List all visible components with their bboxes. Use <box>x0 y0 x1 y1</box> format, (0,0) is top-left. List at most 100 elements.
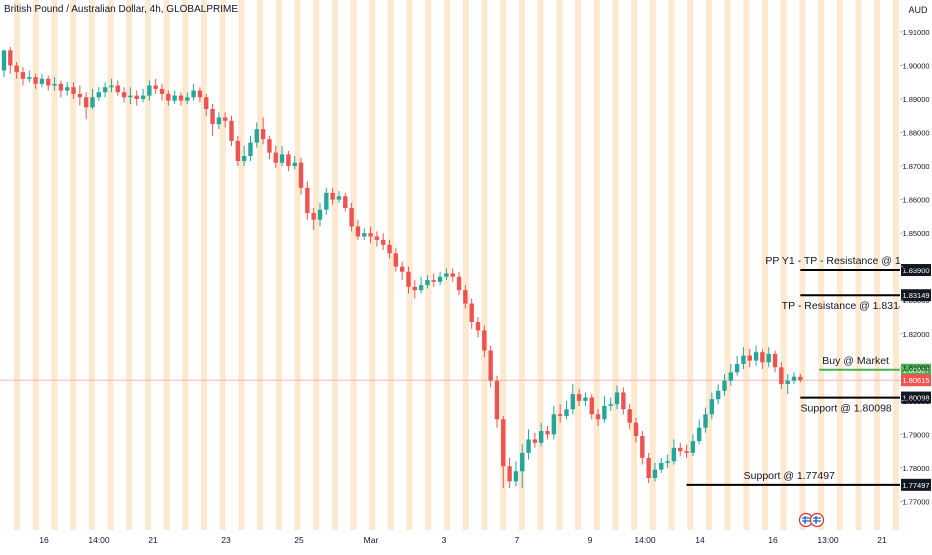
candle-64 <box>406 266 411 294</box>
session-band-19 <box>369 0 376 530</box>
candle-51 <box>324 187 329 215</box>
candle-body-22 <box>140 95 146 99</box>
session-band-37 <box>705 0 712 530</box>
session-band-24 <box>462 0 469 530</box>
candle-body-126 <box>798 376 803 381</box>
candle-60 <box>381 233 386 250</box>
session-band-20 <box>388 0 394 530</box>
candle-body-71 <box>450 273 455 277</box>
flag-icon[interactable] <box>798 512 825 528</box>
candle-74 <box>469 298 474 329</box>
candle-body-81 <box>513 471 519 482</box>
session-band-7 <box>144 0 151 530</box>
candle-body-36 <box>229 120 234 141</box>
candle-59 <box>374 231 380 247</box>
candle-120 <box>760 348 765 369</box>
candle-72 <box>456 271 462 296</box>
candle-88 <box>557 404 563 423</box>
price-axis[interactable]: AUD 1.83900 1.83149 1.80927 1.80098 1.77497 1… <box>900 5 931 506</box>
candle-body-125 <box>791 376 797 381</box>
candle-body-43 <box>273 152 278 163</box>
candle-body-5 <box>33 77 38 84</box>
candle-114 <box>722 374 727 396</box>
session-band-35 <box>668 0 675 530</box>
candle-body-11 <box>71 87 76 94</box>
y-tick-label-9: 1.82000 <box>902 330 929 339</box>
candle-body-83 <box>526 439 531 453</box>
tp-resistance-price-tag <box>901 289 931 302</box>
candle-body-45 <box>286 154 291 167</box>
candle-28 <box>178 92 184 106</box>
candle-body-112 <box>709 399 715 415</box>
candle-121 <box>766 347 771 368</box>
candle-body-0 <box>1 50 7 71</box>
session-band-16 <box>313 0 320 530</box>
candle-body-19 <box>121 92 127 98</box>
candle-30 <box>191 83 196 101</box>
candle-36 <box>229 115 234 146</box>
candle-90 <box>570 384 575 415</box>
candle-body-61 <box>387 244 392 254</box>
candle-body-70 <box>444 273 449 277</box>
x-tick-label-12: 13:00 <box>817 535 839 545</box>
x-tick-label-3: 23 <box>221 535 231 545</box>
y-tick-label-5: 1.86000 <box>902 196 929 205</box>
candle-body-38 <box>241 155 247 162</box>
candle-body-15 <box>96 92 101 98</box>
support-2-price-tag <box>901 478 931 491</box>
candle-95 <box>602 395 607 423</box>
candle-body-3 <box>20 72 26 79</box>
candle-105 <box>665 454 670 468</box>
candle-25 <box>159 83 165 101</box>
candle-body-30 <box>191 90 196 98</box>
candle-81 <box>513 461 519 487</box>
time-axis[interactable]: 16 14:00 21 23 25 Mar 3 7 9 14:00 14 16 13:00 21 <box>39 535 887 545</box>
candle-body-122 <box>772 353 778 368</box>
y-tick-label-6: 1.85000 <box>902 229 929 238</box>
session-band-41 <box>780 0 787 530</box>
support-1-price-tag <box>901 391 931 404</box>
candle-61 <box>387 239 392 259</box>
candle-body-72 <box>456 276 462 291</box>
pp-resistance-price-tag <box>901 264 931 277</box>
candle-body-108 <box>684 451 689 453</box>
candle-body-68 <box>431 280 436 282</box>
candle-body-74 <box>469 303 474 323</box>
candle-body-60 <box>381 239 386 245</box>
session-band-4 <box>88 0 95 530</box>
candle-body-35 <box>223 117 228 121</box>
candle-body-118 <box>747 355 752 361</box>
candle-body-98 <box>621 392 626 410</box>
candle-body-73 <box>463 290 468 304</box>
candle-body-9 <box>58 83 64 91</box>
candle-body-31 <box>197 90 203 98</box>
candle-body-119 <box>753 352 759 361</box>
candle-body-7 <box>46 78 51 86</box>
session-band-30 <box>575 0 581 530</box>
candle-77 <box>488 345 493 388</box>
candle-49 <box>311 207 316 230</box>
session-band-18 <box>350 0 357 530</box>
candle-body-120 <box>760 352 765 363</box>
candle-82 <box>520 444 525 489</box>
candle-63 <box>399 261 405 281</box>
candle-body-114 <box>722 380 727 391</box>
session-band-11 <box>219 0 226 530</box>
candle-71 <box>450 268 455 282</box>
session-band-12 <box>238 0 245 530</box>
y-tick-label-12: 1.79000 <box>902 430 929 439</box>
candle-75 <box>475 316 481 338</box>
candle-body-123 <box>779 367 784 385</box>
session-band-44 <box>836 0 843 530</box>
y-tick-label-7: 1.84000 <box>902 263 929 272</box>
candle-body-86 <box>545 431 550 435</box>
candle-32 <box>204 93 209 116</box>
support-1-label: Support @ 1.80098 <box>801 403 892 415</box>
candle-body-1 <box>8 50 13 66</box>
candle-20 <box>128 87 133 104</box>
candle-89 <box>564 400 569 420</box>
session-band-10 <box>201 0 207 530</box>
candle-body-12 <box>77 93 83 98</box>
